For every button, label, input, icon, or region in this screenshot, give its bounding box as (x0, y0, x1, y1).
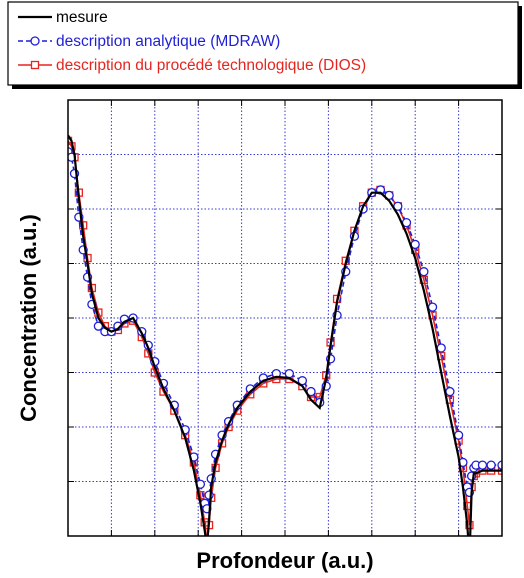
data-point (427, 302, 438, 312)
legend-marker (30, 60, 40, 70)
y-axis-label: Concentration (a.u.) (16, 214, 41, 422)
data-point (297, 376, 308, 386)
x-axis-label: Profondeur (a.u.) (196, 548, 373, 573)
series-layer (68, 134, 502, 545)
legend-item: description analytique (MDRAW) (18, 33, 280, 50)
series-0 (68, 134, 502, 536)
series-line (68, 134, 502, 536)
legend-label: mesure (56, 9, 108, 26)
data-point (419, 267, 429, 277)
data-point (486, 460, 496, 470)
plot-area (67, 99, 503, 545)
legend-item: description du procédé technologique (DI… (18, 57, 366, 74)
legend-box (7, 1, 519, 86)
data-point (203, 538, 210, 545)
data-point (453, 430, 464, 440)
legend-label: description analytique (MDRAW) (56, 33, 280, 50)
legend-label: description du procédé technologique (DI… (56, 57, 366, 74)
data-point (497, 460, 502, 470)
legend-marker (30, 36, 40, 46)
data-point (284, 368, 294, 379)
data-point (477, 460, 488, 470)
data-point (436, 343, 446, 353)
plot-frame (67, 99, 503, 537)
legend: mesure description analytique (MDRAW) desc… (7, 1, 522, 89)
data-point (93, 321, 104, 331)
data-point (445, 386, 455, 397)
legend-item: mesure (18, 9, 108, 26)
